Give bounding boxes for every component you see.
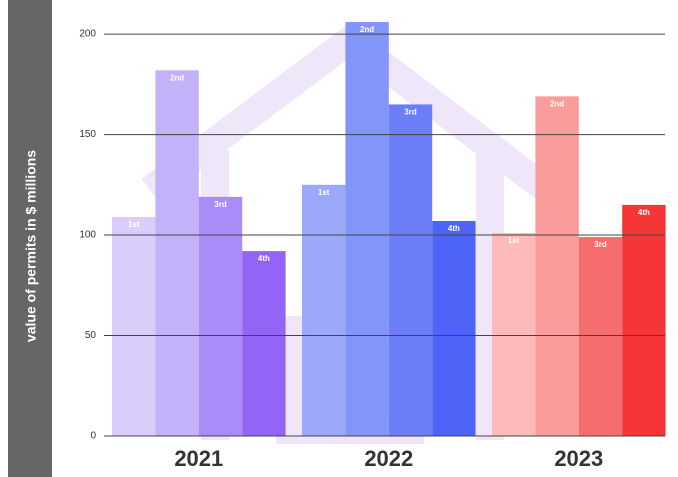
y-label-band [8, 0, 52, 477]
bar-label: 2nd [550, 99, 564, 108]
bar-label: 1st [508, 236, 520, 245]
bar-label: 4th [258, 254, 270, 263]
bar-label: 4th [638, 208, 650, 217]
bar [112, 216, 156, 436]
bar [242, 251, 286, 436]
bar [622, 204, 666, 436]
bar [535, 96, 579, 436]
bar-label: 2nd [360, 25, 374, 34]
bar-label: 3rd [594, 240, 607, 249]
y-tick-label: 0 [90, 431, 96, 442]
bar [388, 104, 433, 436]
bar-label: 3rd [404, 108, 417, 117]
bar-label: 4th [448, 224, 460, 233]
bar [578, 237, 623, 436]
bar-label: 1st [318, 188, 330, 197]
y-tick-label: 50 [85, 330, 97, 341]
x-tick-label: 2021 [174, 446, 223, 471]
y-tick-label: 100 [79, 230, 96, 241]
y-axis-label: value of permits in $ millions [23, 150, 39, 342]
bar [302, 184, 346, 436]
x-tick-label: 2022 [364, 446, 413, 471]
bar [155, 70, 199, 437]
bar [432, 220, 476, 436]
bar-label: 2nd [170, 73, 184, 82]
y-tick-label: 150 [79, 129, 96, 140]
bar [345, 22, 389, 437]
bar [198, 196, 243, 436]
bar [492, 233, 536, 436]
source-note: Sources: Realtors Association of Grey/Br… [670, 151, 678, 436]
x-tick-label: 2023 [554, 446, 603, 471]
bar-label: 3rd [214, 200, 227, 209]
bar-label: 1st [128, 220, 140, 229]
y-tick-label: 200 [79, 29, 96, 40]
